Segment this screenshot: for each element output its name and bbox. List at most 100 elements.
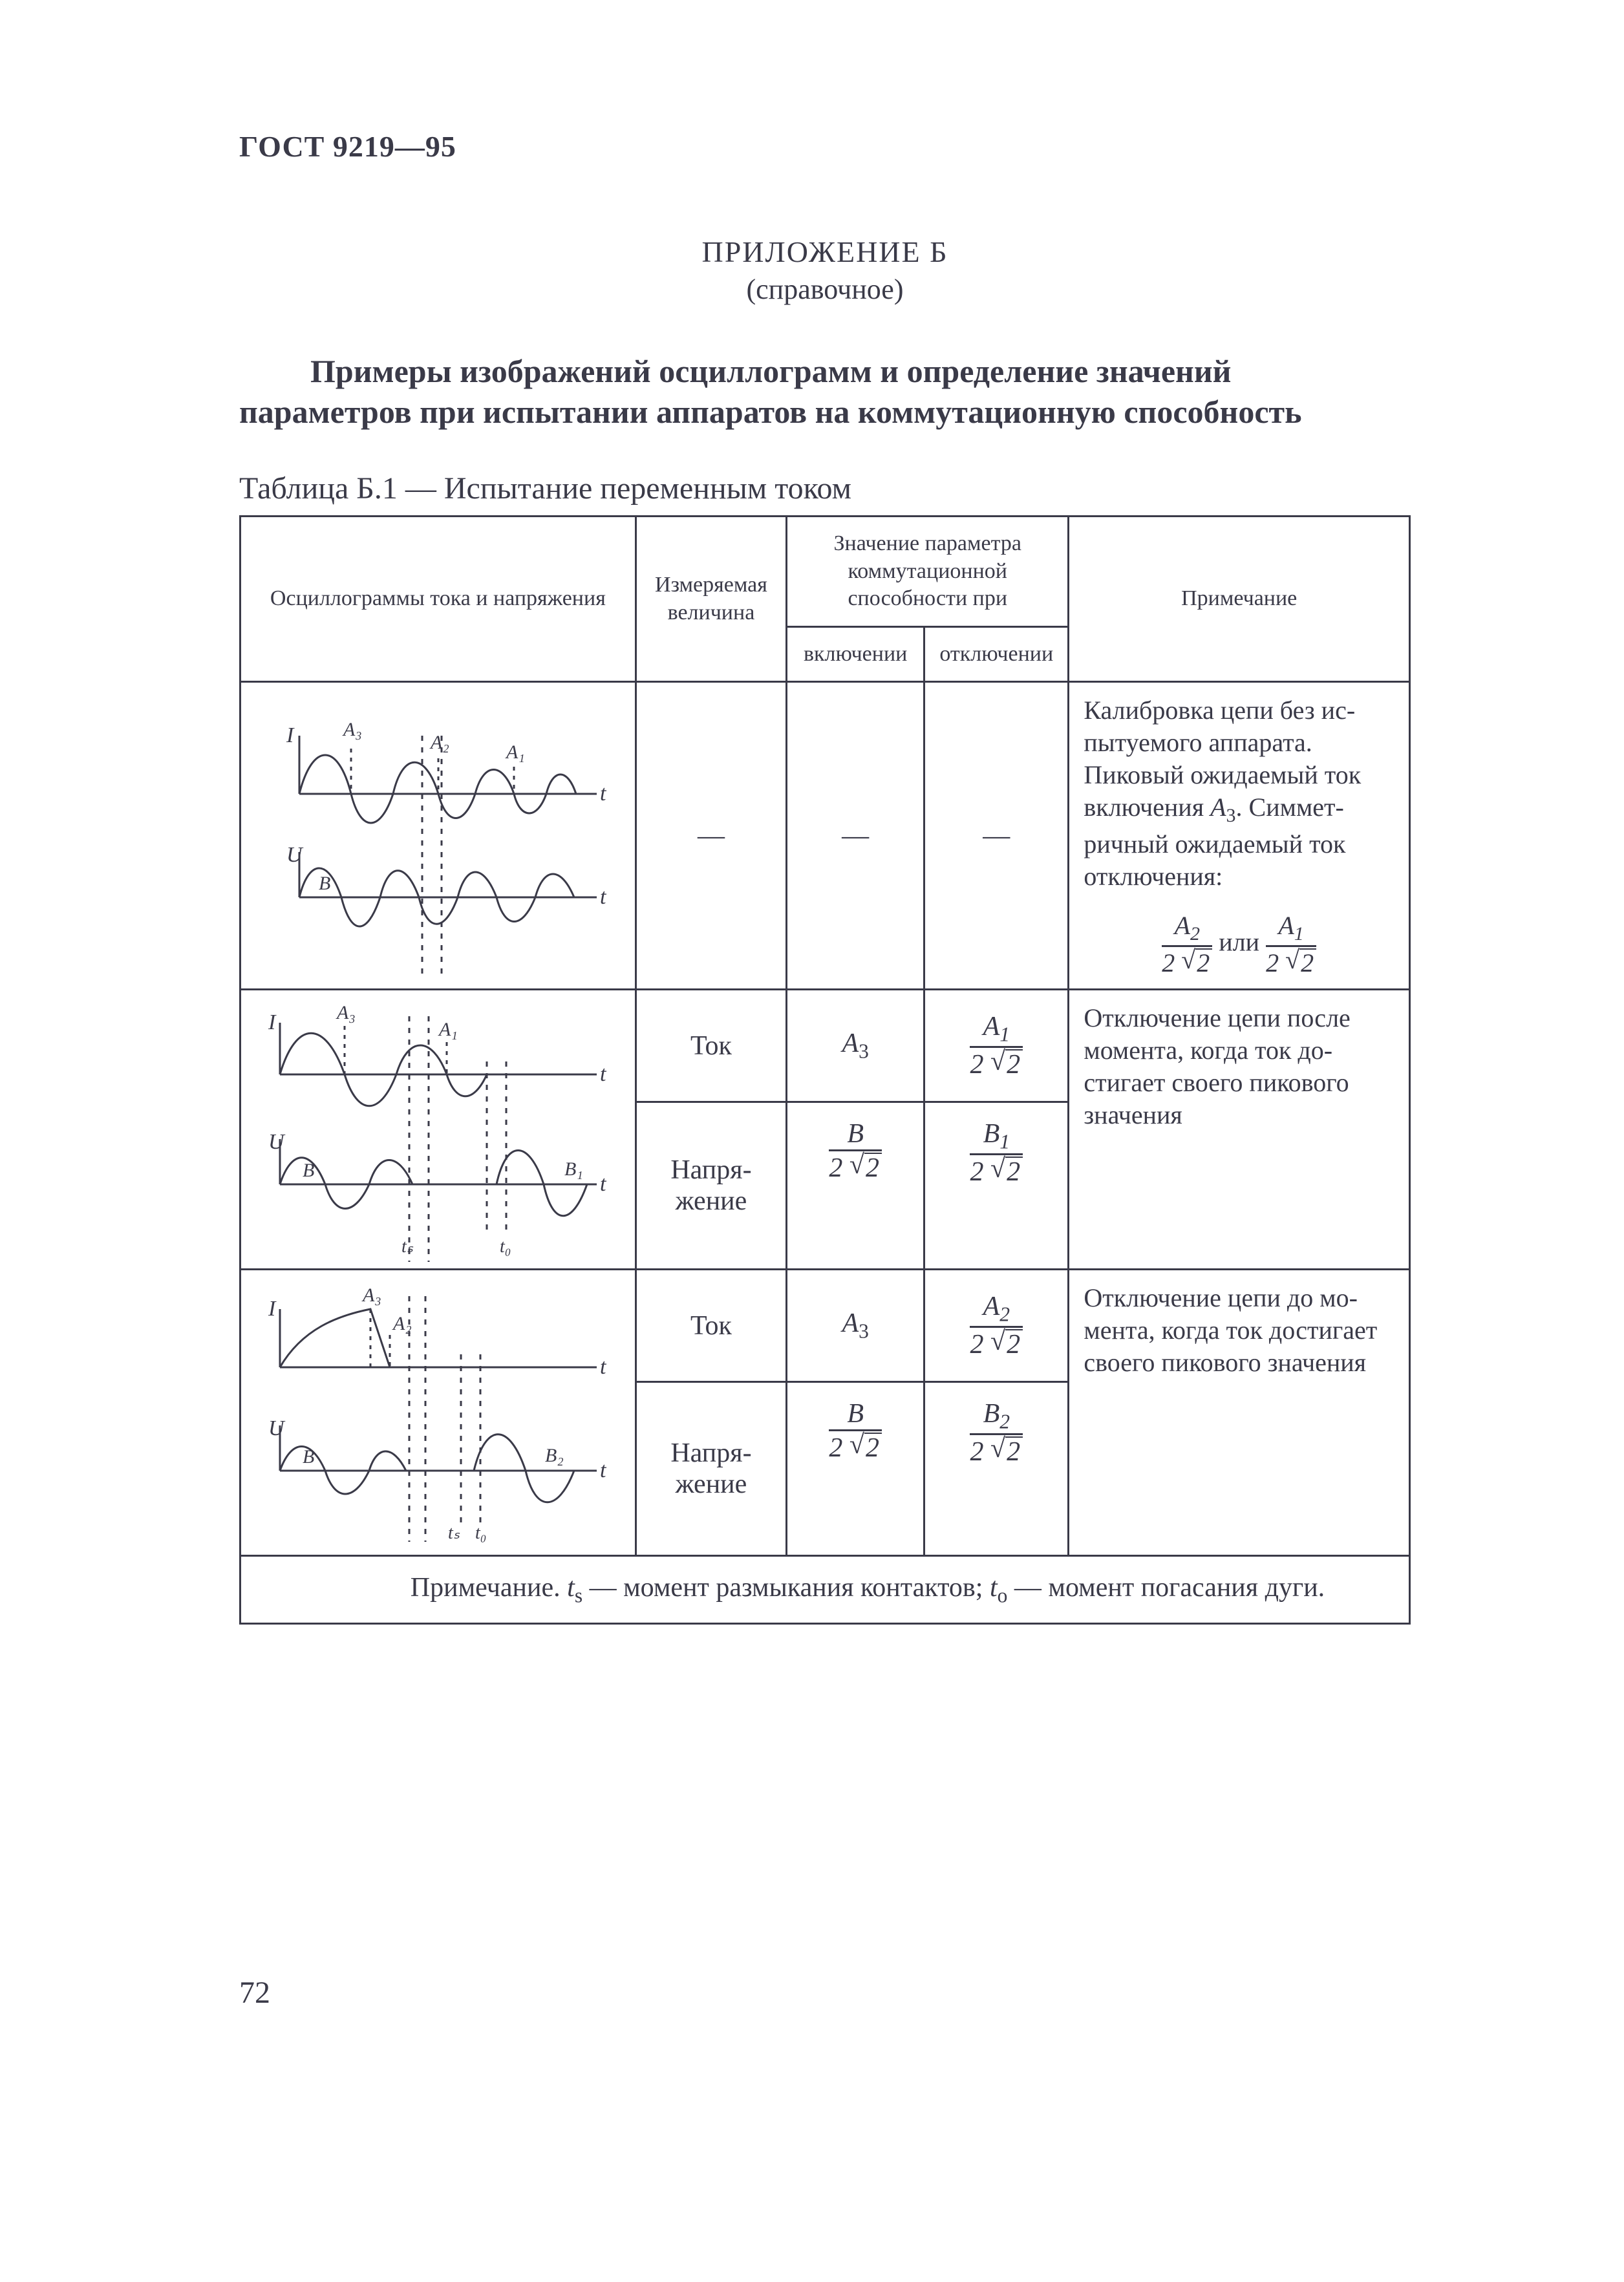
r3-off-B2-sub: 2 (999, 1410, 1010, 1433)
osc2-t2: t (600, 1172, 607, 1196)
oscillogram-2-icon: I U t t A₃ A₁ B B₁ tₛ t₀ (241, 990, 629, 1268)
osc1-t2-label: t (600, 885, 607, 909)
footnote-row: Примечание. ts — момент размыкания конта… (240, 1556, 1410, 1624)
osc-cell-1: I U t t A₃ A₂ A₁ B (240, 682, 636, 990)
appendix-title: ПРИЛОЖЕНИЕ Б (239, 235, 1411, 269)
r1-frac2: A1 2 2 (1266, 912, 1316, 977)
row-calibration: I U t t A₃ A₂ A₁ B — — — К (240, 682, 1410, 990)
r2-on-B-sqrt: 2 (864, 1153, 882, 1182)
th-val-on: включении (787, 626, 924, 682)
gost-code: ГОСТ 9219—95 (239, 129, 1411, 164)
heading-line1: Примеры изображений осциллограмм и опред… (239, 351, 1411, 392)
r2-meas-tok: Ток (636, 990, 786, 1102)
heading-line2: параметров при испытании аппаратов на ко… (239, 394, 1302, 430)
r1-f1-sqrt: 2 (1195, 948, 1212, 977)
osc3-ts: tₛ (448, 1523, 460, 1543)
fn-to-sym: t (990, 1573, 998, 1603)
fn-ts-sym: t (567, 1573, 575, 1603)
fn-to-sub: o (998, 1584, 1008, 1606)
osc3-U: U (268, 1416, 286, 1440)
th-note: Примечание (1069, 517, 1410, 682)
osc1-U-label: U (286, 843, 304, 867)
th-val-off: отключении (924, 626, 1069, 682)
fn-ts-sub: s (575, 1584, 582, 1606)
osc2-A1: A₁ (438, 1019, 458, 1040)
fn-lead: Примечание. (411, 1573, 567, 1603)
r3-off-B2-sym: B (983, 1399, 1000, 1429)
r3-on-A3-sym: A (842, 1308, 859, 1338)
r3-on-B-den2: 2 (829, 1433, 842, 1463)
r1-off: — (924, 682, 1069, 990)
row2-tok: I U t t A₃ A₁ B B₁ tₛ t₀ Ток (240, 990, 1410, 1102)
r3-note: Отключение цепи до мо­мента, когда ток д… (1069, 1270, 1410, 1556)
osc3-t2: t (600, 1458, 607, 1482)
r3-meas-tok: Ток (636, 1270, 786, 1382)
r3-off-B2-den2: 2 (970, 1437, 983, 1467)
th-value-group: Значение параметра коммутационной способ… (787, 517, 1069, 627)
r2-off-A1-den2: 2 (970, 1050, 983, 1080)
r2-on-A3-sub: 3 (859, 1040, 869, 1063)
r3-off-B2-sqrt: 2 (1005, 1436, 1023, 1466)
r1-f1-sym: A (1175, 911, 1190, 940)
footnote-cell: Примечание. ts — момент размыкания конта… (240, 1556, 1410, 1624)
osc1-t-label: t (600, 782, 607, 805)
appendix-subtitle: (справочное) (239, 273, 1411, 306)
r3-on-B-sym: B (829, 1400, 882, 1431)
osc3-A2: A₂ (392, 1313, 412, 1334)
fn-to-text: — момент погасания дуги. (1007, 1573, 1325, 1603)
r1-f2-sym: A (1278, 911, 1294, 940)
r2-off-B1-sym: B (983, 1119, 1000, 1149)
r1-A3-sym: A (1210, 793, 1226, 822)
r2-off-B1-den2: 2 (970, 1157, 983, 1187)
r1-on: — (787, 682, 924, 990)
fn-ts-text: — момент размыкания контактов; (582, 1573, 990, 1603)
th-measured: Измеряемая величина (636, 517, 786, 682)
r1-or: или (1219, 927, 1266, 956)
r2-off-B1: B1 2 2 (924, 1102, 1069, 1270)
osc3-B2: B₂ (545, 1445, 564, 1466)
osc1-A1: A₁ (505, 741, 525, 763)
r3-on-B-sqrt: 2 (864, 1433, 882, 1462)
r1-f2-den2: 2 (1266, 948, 1279, 977)
osc2-B: B (303, 1160, 314, 1181)
r1-f2-sub: 1 (1294, 923, 1304, 944)
oscillogram-3-icon: I U t t A₃ A₂ B B₂ tₛ t₀ (241, 1270, 629, 1555)
row3-tok: I U t t A₃ A₂ B B₂ tₛ t₀ Ток (240, 1270, 1410, 1382)
r3-off-A2-sym: A (983, 1292, 1000, 1321)
r3-off-A2-den2: 2 (970, 1330, 983, 1360)
r3-off-A2-sqrt: 2 (1005, 1329, 1023, 1359)
r2-off-A1-sqrt: 2 (1005, 1049, 1023, 1079)
oscillogram-1-icon: I U t t A₃ A₂ A₁ B (241, 697, 629, 975)
page: ГОСТ 9219—95 ПРИЛОЖЕНИЕ Б (справочное) П… (0, 0, 1624, 2282)
th-osc: Осциллограммы тока и напряжения (240, 517, 636, 682)
r2-off-A1: A1 2 2 (924, 990, 1069, 1102)
r1-fracs: A2 2 2 или A1 2 2 (1084, 912, 1394, 977)
osc3-t1: t (600, 1355, 607, 1379)
osc-cell-3: I U t t A₃ A₂ B B₂ tₛ t₀ (240, 1270, 636, 1556)
osc1-B: B (319, 873, 330, 894)
r2-off-A1-sym: A (983, 1012, 1000, 1041)
r3-off-A2: A2 2 2 (924, 1270, 1069, 1382)
osc-cell-2: I U t t A₃ A₁ B B₁ tₛ t₀ (240, 990, 636, 1270)
r1-f1-den2: 2 (1162, 948, 1175, 977)
osc2-to: t₀ (500, 1237, 511, 1257)
r1-frac1: A2 2 2 (1162, 912, 1212, 977)
osc3-I: I (268, 1297, 277, 1321)
osc2-A3: A₃ (336, 1002, 356, 1023)
table-caption: Таблица Б.1 — Испытание переменным током (239, 471, 1411, 506)
r2-on-A3-sym: A (842, 1029, 859, 1058)
r2-off-A1-sub: 1 (999, 1023, 1010, 1045)
osc2-t1: t (600, 1062, 607, 1086)
r2-note: Отключение цепи после момента, когда ток… (1069, 990, 1410, 1270)
r3-off-B2: B2 2 2 (924, 1382, 1069, 1556)
osc2-U: U (268, 1130, 286, 1154)
osc2-B1: B₁ (564, 1158, 583, 1180)
osc3-to: t₀ (475, 1523, 487, 1543)
r1-A3-sub: 3 (1226, 805, 1236, 826)
osc3-A3: A₃ (361, 1285, 381, 1306)
r3-on-A3: A3 (787, 1270, 924, 1382)
r2-on-B: B 2 2 (787, 1102, 924, 1270)
osc1-A3: A₃ (342, 719, 362, 740)
osc2-ts: tₛ (401, 1237, 414, 1257)
r3-on-A3-sub: 3 (859, 1320, 869, 1343)
